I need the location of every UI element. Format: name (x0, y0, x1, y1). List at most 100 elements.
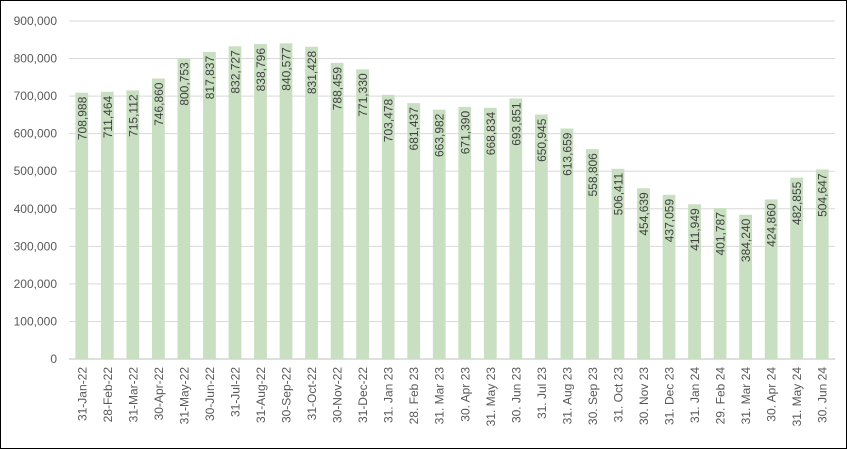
bar (534, 114, 548, 359)
x-tick-label: 30-Sep-22 (280, 367, 294, 423)
y-tick-label: 200,000 (14, 277, 58, 291)
bar (254, 43, 267, 359)
bar (611, 168, 625, 359)
x-tick-label: 30. Jun 23 (509, 367, 523, 423)
bar (815, 169, 829, 359)
y-tick-label: 300,000 (14, 239, 58, 253)
bar (637, 188, 650, 359)
y-tick-label: 900,000 (14, 14, 58, 28)
gridlines (69, 20, 835, 360)
data-label: 817,837 (203, 56, 217, 100)
x-tick-label: 29. Feb 24 (714, 367, 728, 425)
data-label: 482,855 (790, 181, 804, 225)
data-label: 681,437 (407, 107, 421, 151)
x-tick-label: 30. Jun 24 (816, 367, 830, 423)
value-labels: 708,988 711,464 715,112 746,860 800,753 817,8… (75, 47, 829, 262)
data-label: 650,945 (535, 118, 549, 162)
y-tick-label: 100,000 (14, 314, 58, 328)
x-tick-label: 30-Jun-22 (203, 367, 217, 421)
bar (279, 43, 293, 359)
bar (560, 128, 574, 359)
bar (228, 46, 242, 360)
data-label: 838,796 (254, 48, 268, 92)
data-label: 708,988 (75, 96, 89, 140)
y-tick-label: 500,000 (14, 164, 58, 178)
x-tick-label: 31. Dec 23 (663, 367, 677, 425)
data-label: 788,459 (331, 67, 345, 111)
data-label: 411,949 (688, 208, 702, 251)
data-label: 671,390 (458, 111, 472, 155)
data-label: 506,411 (611, 173, 625, 216)
x-tick-label: 31. May 23 (484, 367, 498, 427)
bars (75, 43, 829, 360)
bar (739, 214, 753, 359)
x-tick-label: 31-Jan-22 (75, 367, 89, 421)
bar (790, 177, 804, 359)
x-tick-label: 31-May-22 (177, 367, 191, 425)
x-tick-label: 30-Nov-22 (331, 367, 345, 423)
x-tick-label: 31. Jan 24 (688, 367, 702, 423)
data-label: 504,647 (816, 173, 830, 217)
data-label: 711,464 (101, 95, 115, 138)
bar (432, 109, 446, 359)
bar (356, 69, 370, 360)
bar (177, 58, 191, 359)
bar (75, 92, 89, 359)
bar (458, 106, 472, 359)
x-tick-label: 30. Apr 23 (458, 367, 472, 422)
data-label: 558,806 (586, 153, 600, 197)
bar (100, 91, 114, 360)
data-label: 715,112 (126, 94, 140, 137)
data-label: 454,639 (637, 192, 651, 236)
x-tick-label: 31. Mar 23 (433, 367, 447, 425)
x-tick-label: 31-Aug-22 (254, 367, 268, 423)
bar (305, 46, 318, 359)
x-tick-label: 31. Oct 23 (611, 367, 625, 423)
data-label: 663,982 (433, 113, 447, 157)
bar (713, 208, 727, 359)
data-label: 703,478 (382, 98, 396, 142)
x-tick-label: 31. Aug 23 (560, 367, 574, 425)
x-tick-label: 31-Oct-22 (305, 367, 319, 421)
y-tick-label: 700,000 (14, 89, 58, 103)
bar (509, 98, 523, 359)
x-tick-label: 31-Dec-22 (356, 367, 370, 423)
bar (126, 90, 140, 359)
bar (662, 194, 676, 359)
x-tick-label: 30. Sep 23 (586, 367, 600, 425)
bar (764, 199, 778, 359)
x-tick-label: 28. Feb 23 (407, 367, 421, 425)
data-label: 831,428 (305, 50, 319, 94)
x-axis: 31-Jan-22 28-Feb-22 31-Mar-22 30-Apr-22 31-M… (75, 367, 829, 427)
x-tick-label: 31-Mar-22 (126, 367, 140, 423)
bar (203, 51, 216, 359)
data-label: 746,860 (152, 82, 166, 126)
x-tick-label: 31. Mar 24 (739, 367, 753, 425)
data-label: 401,787 (714, 212, 728, 256)
bar (381, 94, 395, 359)
data-label: 424,860 (765, 203, 779, 247)
data-label: 840,577 (280, 47, 294, 91)
x-tick-label: 31. Jul 23 (535, 367, 549, 419)
data-label: 832,727 (228, 50, 242, 94)
data-label: 384,240 (739, 218, 753, 262)
data-label: 800,753 (177, 62, 191, 106)
x-tick-label: 31-Jul-22 (228, 367, 242, 417)
data-label: 613,659 (560, 132, 574, 176)
bar (688, 204, 701, 359)
y-tick-label: 600,000 (14, 127, 58, 141)
x-tick-label: 30. Apr 24 (765, 367, 779, 422)
data-label: 668,834 (484, 112, 498, 156)
bar (586, 149, 599, 359)
x-tick-label: 31. Jan 23 (382, 367, 396, 423)
x-tick-label: 28-Feb-22 (101, 367, 115, 423)
bar (330, 62, 344, 360)
x-tick-label: 30-Apr-22 (152, 367, 166, 421)
data-label: 693,851 (509, 102, 523, 146)
bar (407, 103, 421, 359)
data-label: 437,059 (663, 199, 677, 243)
x-tick-label: 31. May 24 (790, 367, 804, 427)
bar (151, 78, 165, 360)
